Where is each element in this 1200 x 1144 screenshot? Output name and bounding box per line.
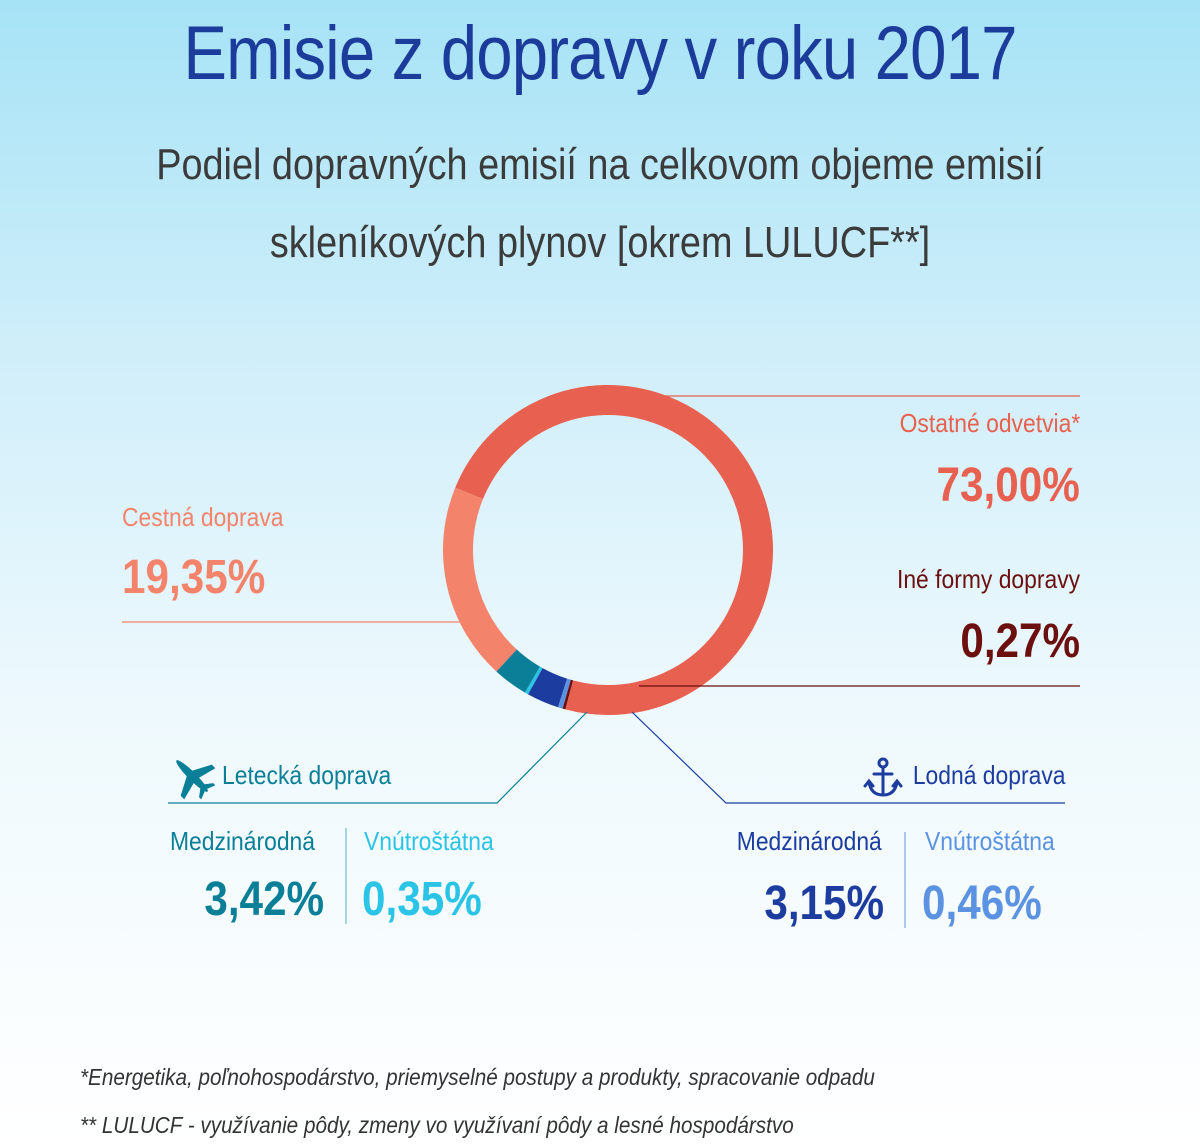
ostatne-value: 73,00% xyxy=(936,459,1080,512)
subtitle-line-1: Podiel dopravných emisií na celkovom obj… xyxy=(156,140,1044,189)
letecka-dom-label: Vnútroštátna xyxy=(364,826,494,856)
lodna-intl-value: 3,15% xyxy=(764,877,884,930)
slice-letecka-dom xyxy=(524,666,543,695)
lodna-dom-label: Vnútroštátna xyxy=(925,826,1055,856)
leader-lines xyxy=(122,395,1080,928)
letecka-heading: Letecká doprava xyxy=(222,760,392,790)
letecka-intl-label: Medzinárodná xyxy=(170,826,316,856)
leader-lodna xyxy=(631,711,1065,804)
slice-cestna xyxy=(443,487,517,672)
slice-letecka-intl xyxy=(496,649,541,693)
slice-lodna-dom xyxy=(558,678,571,709)
slice-lodna-intl xyxy=(528,667,568,708)
ostatne-label: Ostatné odvetvia* xyxy=(899,408,1080,438)
footnote-2: ** LULUCF - využívanie pôdy, zmeny vo vy… xyxy=(80,1112,794,1138)
cestna-value: 19,35% xyxy=(122,551,266,604)
lodna-heading: Lodná doprava xyxy=(912,760,1065,790)
cestna-label: Cestná doprava xyxy=(122,502,284,532)
lodna-dom-value: 0,46% xyxy=(922,877,1042,930)
page-title: Emisie z dopravy v roku 2017 xyxy=(183,11,1017,96)
slice-ostatne xyxy=(455,385,773,715)
ine-value: 0,27% xyxy=(960,615,1080,668)
slice-ine xyxy=(562,679,574,710)
ine-label: Iné formy dopravy xyxy=(896,564,1080,594)
letecka-intl-value: 3,42% xyxy=(204,873,324,926)
footnote-1: *Energetika, poľnohospodárstvo, priemyse… xyxy=(80,1064,875,1090)
subtitle-line-2: skleníkových plynov [okrem LULUCF**] xyxy=(269,218,931,267)
anchor-icon xyxy=(863,757,903,797)
airplane-icon xyxy=(176,760,216,800)
letecka-dom-value: 0,35% xyxy=(362,873,482,926)
leader-letecka xyxy=(168,711,588,804)
lodna-intl-label: Medzinárodná xyxy=(736,826,882,856)
donut-slices xyxy=(443,385,773,715)
